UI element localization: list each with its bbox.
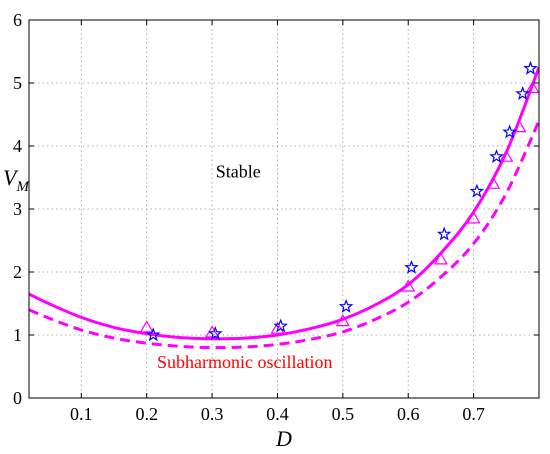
triangle-marker [512,119,527,133]
triangle-marker [335,313,350,327]
star-marker [523,60,538,75]
series-line-solid [29,66,539,341]
tick-labels: 0.1 0.2 0.3 0.4 0.5 0.6 0.7 0 1 2 3 4 5 6 [13,10,485,424]
triangle-marker [499,149,514,162]
y-tick-label: 0 [13,388,22,408]
x-tick-label: 0.5 [332,404,355,424]
star-marker [207,325,223,340]
series-1-dashed [29,120,539,350]
grid [29,20,539,398]
star-marker [469,183,485,198]
y-tick-label: 6 [13,10,22,30]
triangle-marker [270,321,285,334]
triangle-marker [139,320,154,333]
triangle-marker [466,211,481,224]
triangle-marker [433,252,448,265]
y-tick-label: 4 [13,136,22,156]
y-axis-label: VM [3,165,30,195]
annotation-stable: Stable [216,162,261,182]
y-axis-label-main: V [3,165,19,190]
series-layer [29,60,539,350]
x-tick-label: 0.3 [201,404,224,424]
x-tick-label: 0.1 [70,404,93,424]
series-0-solid [29,66,539,341]
x-tick-label: 0.4 [266,404,289,424]
star-marker [489,148,504,164]
star-marker [515,85,531,101]
annotation-subharmonic: Subharmonic oscillation [157,352,332,372]
x-tick-label: 0.2 [135,404,158,424]
x-tick-label: 0.6 [397,404,420,424]
star-marker [436,226,452,241]
star-marker [273,318,288,333]
y-tick-label: 2 [13,262,22,282]
star-marker [404,259,419,274]
star-marker [502,124,517,139]
series-line-dashed [29,120,539,350]
y-tick-label: 3 [13,199,22,219]
y-tick-label: 1 [13,325,22,345]
star-marker [145,327,161,342]
plot-frame [28,19,540,399]
y-tick-label: 5 [13,73,22,93]
x-axis-label: D [275,426,292,451]
series-3-star-markers [145,60,538,342]
y-axis-label-subscript: M [15,179,30,195]
triangle-marker [401,279,416,292]
x-tick-label: 0.7 [462,404,485,424]
triangle-marker [525,80,539,94]
star-marker [338,298,354,313]
triangle-marker [486,176,501,189]
